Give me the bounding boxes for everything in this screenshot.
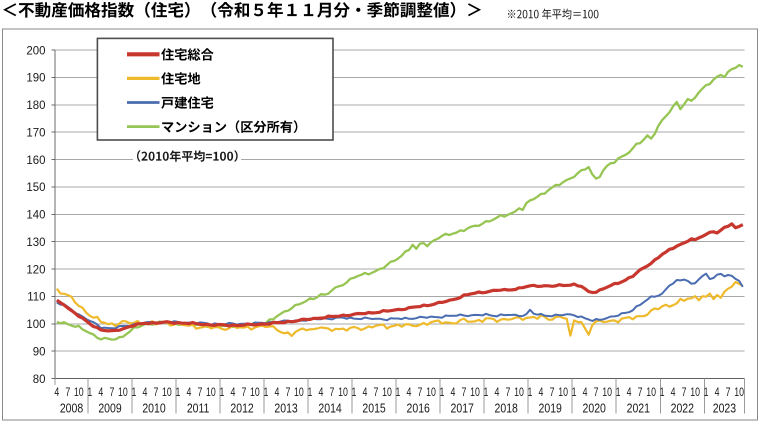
svg-text:7: 7 (550, 386, 555, 400)
svg-text:80: 80 (33, 371, 46, 385)
svg-text:7: 7 (418, 386, 423, 400)
svg-text:1: 1 (484, 386, 489, 400)
svg-text:10: 10 (118, 386, 128, 400)
svg-text:1: 1 (440, 386, 445, 400)
svg-text:4: 4 (539, 386, 544, 400)
svg-text:2011: 2011 (187, 403, 210, 416)
svg-text:7: 7 (682, 386, 687, 400)
svg-text:10: 10 (382, 386, 392, 400)
svg-text:200: 200 (26, 43, 45, 57)
svg-text:2018: 2018 (495, 403, 518, 416)
svg-text:7: 7 (65, 386, 70, 400)
svg-text:4: 4 (54, 386, 59, 400)
svg-text:2014: 2014 (318, 403, 342, 416)
svg-text:4: 4 (715, 386, 720, 400)
svg-text:4: 4 (627, 386, 632, 400)
svg-text:10: 10 (558, 386, 568, 400)
svg-text:10: 10 (250, 386, 260, 400)
svg-text:110: 110 (27, 289, 46, 303)
svg-text:2022: 2022 (671, 403, 694, 416)
svg-text:1: 1 (572, 386, 577, 400)
svg-text:1: 1 (352, 386, 357, 400)
svg-text:150: 150 (26, 180, 45, 194)
svg-text:100: 100 (26, 317, 45, 331)
svg-text:7: 7 (462, 386, 467, 400)
svg-text:2009: 2009 (98, 403, 121, 416)
svg-text:7: 7 (638, 386, 643, 400)
svg-text:1: 1 (616, 386, 621, 400)
svg-text:2010: 2010 (142, 403, 165, 416)
svg-text:7: 7 (285, 386, 290, 400)
svg-text:10: 10 (602, 386, 612, 400)
svg-text:180: 180 (26, 98, 45, 112)
svg-text:2008: 2008 (60, 403, 83, 416)
svg-text:1: 1 (528, 386, 533, 400)
svg-text:10: 10 (426, 386, 436, 400)
svg-text:1: 1 (87, 386, 92, 400)
svg-text:2016: 2016 (407, 403, 430, 416)
svg-text:4: 4 (98, 386, 103, 400)
svg-text:10: 10 (734, 386, 744, 400)
svg-text:2017: 2017 (451, 403, 474, 416)
svg-text:7: 7 (330, 386, 335, 400)
svg-text:10: 10 (470, 386, 480, 400)
svg-text:120: 120 (26, 262, 45, 276)
svg-text:1: 1 (219, 386, 224, 400)
svg-text:2023: 2023 (713, 403, 736, 416)
svg-text:7: 7 (197, 386, 202, 400)
svg-text:2012: 2012 (230, 403, 253, 416)
svg-text:2013: 2013 (274, 403, 297, 416)
svg-text:2021: 2021 (627, 403, 650, 416)
svg-text:4: 4 (186, 386, 191, 400)
svg-text:4: 4 (230, 386, 235, 400)
svg-text:1: 1 (263, 386, 268, 400)
svg-text:4: 4 (407, 386, 412, 400)
svg-text:4: 4 (274, 386, 279, 400)
svg-text:7: 7 (374, 386, 379, 400)
svg-text:10: 10 (162, 386, 172, 400)
svg-text:90: 90 (33, 344, 46, 358)
svg-text:10: 10 (294, 386, 304, 400)
svg-text:2019: 2019 (539, 403, 562, 416)
svg-text:10: 10 (338, 386, 348, 400)
svg-text:130: 130 (26, 235, 45, 249)
svg-text:7: 7 (726, 386, 731, 400)
svg-text:1: 1 (175, 386, 180, 400)
svg-text:7: 7 (241, 386, 246, 400)
svg-text:2015: 2015 (362, 403, 385, 416)
svg-text:1: 1 (704, 386, 709, 400)
svg-text:10: 10 (646, 386, 656, 400)
svg-text:4: 4 (495, 386, 500, 400)
svg-text:7: 7 (109, 386, 114, 400)
svg-text:4: 4 (318, 386, 323, 400)
svg-text:7: 7 (506, 386, 511, 400)
svg-text:170: 170 (26, 125, 45, 139)
svg-text:10: 10 (690, 386, 700, 400)
svg-text:4: 4 (363, 386, 368, 400)
svg-text:4: 4 (671, 386, 676, 400)
svg-text:1: 1 (131, 386, 136, 400)
svg-text:1: 1 (396, 386, 401, 400)
svg-text:190: 190 (26, 70, 45, 84)
svg-text:1: 1 (660, 386, 665, 400)
svg-text:4: 4 (142, 386, 147, 400)
svg-text:4: 4 (451, 386, 456, 400)
svg-text:2020: 2020 (583, 403, 606, 416)
svg-text:4: 4 (583, 386, 588, 400)
svg-text:140: 140 (26, 207, 45, 221)
svg-text:7: 7 (594, 386, 599, 400)
svg-text:1: 1 (307, 386, 312, 400)
svg-text:10: 10 (206, 386, 216, 400)
svg-text:160: 160 (26, 152, 45, 166)
svg-text:7: 7 (153, 386, 158, 400)
svg-text:10: 10 (74, 386, 84, 400)
svg-text:10: 10 (514, 386, 524, 400)
